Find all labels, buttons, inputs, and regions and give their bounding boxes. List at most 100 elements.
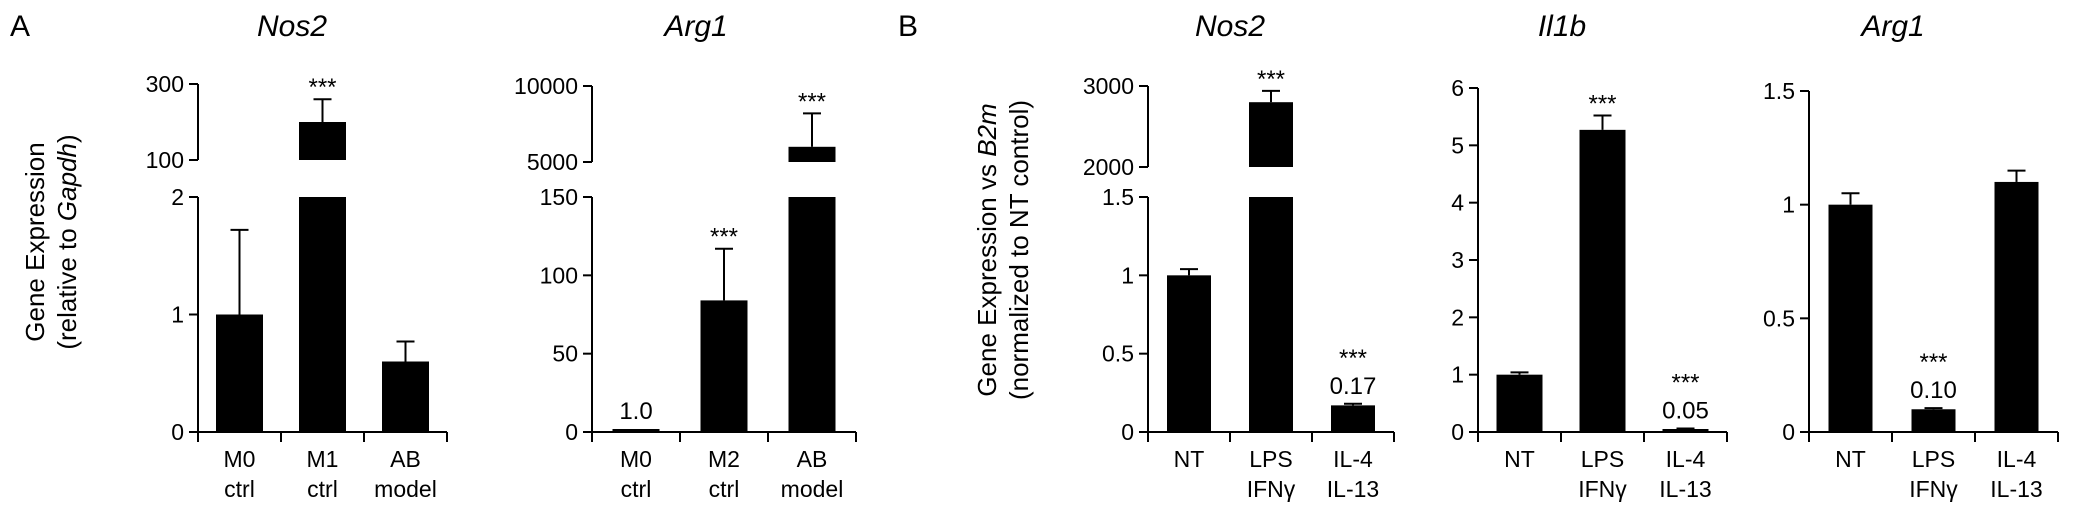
ylabel-b-line1: Gene Expression vs B2m bbox=[972, 103, 1002, 396]
x-tick-label: M0 bbox=[224, 446, 256, 472]
y-tick-label: 0 bbox=[1782, 419, 1795, 445]
x-tick-label: ctrl bbox=[621, 476, 652, 502]
panel-label-a: A bbox=[10, 10, 30, 43]
y-tick-label: 1 bbox=[1121, 262, 1134, 288]
y-tick-label: 5000 bbox=[527, 149, 578, 175]
chart-title: Arg1 bbox=[662, 10, 727, 43]
chart-title: Nos2 bbox=[1195, 10, 1265, 43]
y-tick-label: 0 bbox=[1451, 419, 1464, 445]
x-tick-label: AB bbox=[390, 446, 421, 472]
data-label: 1.0 bbox=[619, 398, 652, 425]
significance-stars: *** bbox=[308, 74, 336, 101]
x-tick-label: ctrl bbox=[307, 476, 338, 502]
bar bbox=[1828, 204, 1873, 432]
data-label: 0.05 bbox=[1662, 398, 1709, 425]
y-tick-label: 1 bbox=[1451, 362, 1464, 388]
bar-break-gap bbox=[1248, 167, 1294, 197]
x-tick-label: M1 bbox=[307, 446, 339, 472]
ylabel-b-line2: (normalized to NT control) bbox=[1004, 100, 1034, 400]
y-tick-label: 1.5 bbox=[1763, 78, 1795, 104]
y-tick-label: 50 bbox=[552, 341, 578, 367]
y-tick-label: 0 bbox=[171, 419, 184, 445]
x-tick-label: IL-4 bbox=[1333, 446, 1373, 472]
y-tick-label: 150 bbox=[540, 184, 578, 210]
significance-stars: *** bbox=[1339, 345, 1367, 372]
y-tick-label: 2 bbox=[171, 184, 184, 210]
y-tick-label: 10000 bbox=[514, 73, 578, 99]
bar bbox=[612, 429, 660, 432]
y-tick-label: 1 bbox=[1782, 192, 1795, 218]
y-tick-label: 100 bbox=[146, 147, 184, 173]
x-tick-label: NT bbox=[1174, 446, 1205, 472]
y-tick-label: 1.5 bbox=[1102, 184, 1134, 210]
x-tick-label: model bbox=[781, 476, 844, 502]
data-label: 0.17 bbox=[1330, 373, 1377, 400]
x-tick-label: IL-13 bbox=[1327, 476, 1379, 502]
x-tick-label: ctrl bbox=[224, 476, 255, 502]
y-tick-label: 6 bbox=[1451, 75, 1464, 101]
y-tick-label: 1 bbox=[171, 302, 184, 328]
chart-title: Arg1 bbox=[1859, 10, 1924, 43]
x-tick-label: LPS bbox=[1581, 446, 1624, 472]
x-tick-label: NT bbox=[1504, 446, 1535, 472]
x-tick-label: IFNγ bbox=[1909, 476, 1958, 502]
x-tick-label: IL-4 bbox=[1997, 446, 2037, 472]
x-tick-label: IL-13 bbox=[1990, 476, 2042, 502]
bar bbox=[1662, 429, 1709, 432]
x-tick-label: IL-4 bbox=[1666, 446, 1706, 472]
bar bbox=[1167, 275, 1211, 432]
chart-1: Nos2 0 1 2 100 300 M0 ctrl *** M1 ctrl AB model bbox=[146, 10, 448, 502]
y-tick-label: 0.5 bbox=[1102, 341, 1134, 367]
ylabel-a-line1: Gene Expression bbox=[20, 142, 50, 341]
x-tick-label: M0 bbox=[620, 446, 652, 472]
bar bbox=[1994, 181, 2039, 432]
y-tick-label: 3000 bbox=[1083, 73, 1134, 99]
ylabel-a-line2: (relative to Gapdh) bbox=[52, 134, 82, 349]
bar bbox=[700, 300, 748, 432]
chart-2: Arg1 0 50 100 150 5000 10000 1.0 M0 ctrl *** M2 ctrl… bbox=[514, 10, 857, 502]
ylabel-panel-b: Gene Expression vs B2m (normalized to NT… bbox=[972, 100, 1034, 400]
chart-title: Nos2 bbox=[257, 10, 327, 43]
y-tick-label: 2000 bbox=[1083, 154, 1134, 180]
bar-break-gap bbox=[298, 160, 347, 197]
x-tick-label: NT bbox=[1835, 446, 1866, 472]
significance-stars: *** bbox=[1919, 349, 1947, 376]
y-tick-label: 100 bbox=[540, 262, 578, 288]
x-tick-label: IFNγ bbox=[1247, 476, 1296, 502]
bar bbox=[216, 314, 263, 432]
bar bbox=[1331, 405, 1375, 432]
significance-stars: *** bbox=[798, 88, 826, 115]
chart-3: Nos200.511.520003000NT***LPSIFNγ0.17***I… bbox=[1083, 10, 1395, 502]
ylabel-panel-a: Gene Expression (relative to Gapdh) bbox=[20, 134, 82, 349]
bar bbox=[382, 361, 429, 432]
x-tick-label: IFNγ bbox=[1578, 476, 1627, 502]
bar bbox=[1579, 129, 1626, 432]
significance-stars: *** bbox=[1671, 370, 1699, 397]
x-tick-label: LPS bbox=[1249, 446, 1292, 472]
bar bbox=[1249, 102, 1293, 432]
bar-break-gap bbox=[787, 162, 837, 197]
y-tick-label: 5 bbox=[1451, 132, 1464, 158]
y-tick-label: 2 bbox=[1451, 304, 1464, 330]
y-tick-label: 0 bbox=[1121, 419, 1134, 445]
significance-stars: *** bbox=[710, 224, 738, 251]
panel-label-b: B bbox=[898, 10, 918, 43]
y-tick-label: 0 bbox=[565, 419, 578, 445]
chart-title: Il1b bbox=[1538, 10, 1586, 43]
x-tick-label: IL-13 bbox=[1659, 476, 1711, 502]
y-tick-label: 0.5 bbox=[1763, 305, 1795, 331]
x-tick-label: M2 bbox=[708, 446, 740, 472]
significance-stars: *** bbox=[1588, 91, 1616, 118]
y-tick-label: 300 bbox=[146, 71, 184, 97]
x-tick-label: model bbox=[374, 476, 437, 502]
significance-stars: *** bbox=[1257, 66, 1285, 93]
x-tick-label: ctrl bbox=[709, 476, 740, 502]
chart-5: Arg1 0 0.5 1 1.5 NT 0.10*** LPS IFNγ IL-4 IL-13 bbox=[1763, 10, 2059, 502]
y-tick-label: 3 bbox=[1451, 247, 1464, 273]
x-tick-label: LPS bbox=[1912, 446, 1955, 472]
x-tick-label: AB bbox=[797, 446, 828, 472]
y-tick-label: 4 bbox=[1451, 190, 1464, 216]
bar bbox=[1496, 374, 1543, 432]
